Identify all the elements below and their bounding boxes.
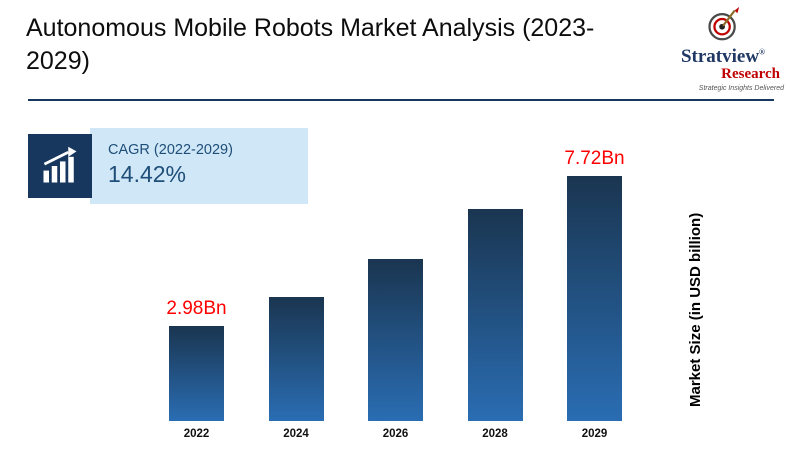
bar-column: 7.72Bn 2029	[546, 120, 643, 443]
x-tick-label: 2029	[581, 428, 608, 440]
x-tick-label: 2026	[382, 428, 409, 440]
bar-chart: 2.98Bn 2022 2024 2026 2028 7.72Bn 2029	[148, 120, 643, 443]
bar-column: 2.98Bn 2022	[148, 120, 245, 443]
cagr-value: 14.42%	[108, 161, 187, 187]
bar	[368, 259, 423, 421]
growth-chart-icon	[28, 134, 92, 198]
registered-mark: ®	[759, 47, 766, 57]
x-tick-label: 2028	[482, 428, 508, 440]
cagr-badge: CAGR (2022-2029) 14.42%	[28, 128, 308, 204]
bar-value-label: 2.98Bn	[166, 298, 227, 319]
logo-tagline: Strategic Insights Delivered	[698, 85, 784, 93]
x-tick-label: 2024	[283, 428, 309, 440]
logo-name: Stratview®	[680, 46, 766, 67]
logo-subname: Research	[721, 66, 780, 82]
target-dart-icon	[705, 6, 741, 47]
bar-column: 2026	[347, 120, 444, 443]
x-tick-label: 2022	[183, 428, 210, 440]
bar	[268, 297, 324, 421]
cagr-panel: CAGR (2022-2029) 14.42%	[90, 128, 308, 204]
bar-value-label: 7.72Bn	[564, 148, 625, 169]
bar-column: 2024	[248, 120, 345, 443]
bar-column: 2028	[447, 120, 544, 443]
bar	[467, 209, 523, 421]
bar	[567, 176, 622, 421]
y-axis-label: Market Size (in USD billion)	[687, 212, 704, 408]
page-title: Autonomous Mobile Robots Market Analysis…	[26, 14, 595, 75]
bar	[169, 326, 224, 421]
cagr-label: CAGR (2022-2029)	[108, 142, 233, 158]
stratview-logo: Stratview® Research Strategic Insights D…	[658, 6, 788, 92]
header-divider	[28, 99, 774, 101]
